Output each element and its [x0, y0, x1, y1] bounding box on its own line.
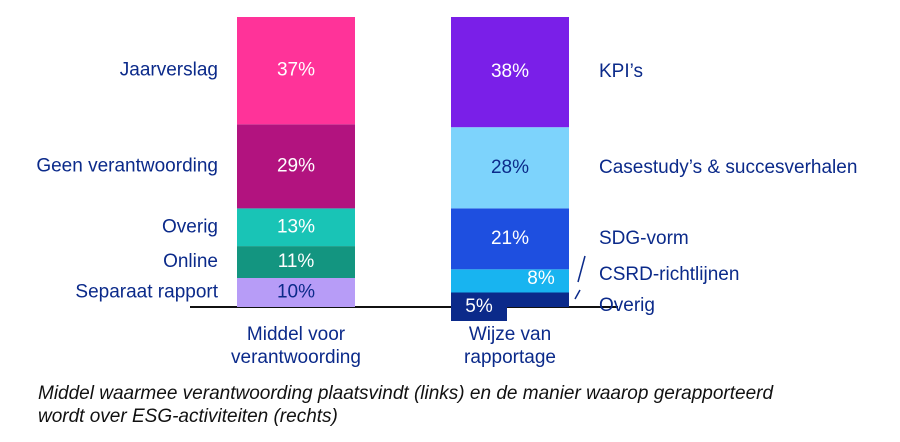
bar-segment-wijze-4	[451, 17, 569, 128]
legend-label: Overig	[599, 295, 655, 316]
leader-line-overig	[574, 289, 581, 300]
bar-segment-middel-3	[237, 124, 355, 209]
data-label: 29%	[277, 155, 315, 176]
bar-segment-middel-0	[237, 278, 355, 307]
data-label: 13%	[277, 216, 315, 237]
stacked-bar-chart: 10% 11% 13% 29% 37% Separaat rapport Online Ove…	[36, 17, 857, 368]
legend-label: SDG-vorm	[599, 228, 689, 249]
data-label: 21%	[491, 228, 529, 249]
legend-label: Casestudy’s & succesverhalen	[599, 157, 857, 178]
bar-segment-middel-1	[237, 246, 355, 278]
category-axis-label: Middel voor	[247, 324, 346, 345]
data-label: 10%	[277, 282, 315, 303]
bar-segment-wijze-3	[451, 127, 569, 209]
legend-label: Online	[163, 251, 218, 272]
data-label: 11%	[278, 251, 315, 272]
legend-label: CSRD-richtlijnen	[599, 264, 739, 285]
category-axis-label: verantwoording	[231, 347, 361, 368]
legend-label: Overig	[162, 216, 218, 237]
category-axis-label: Wijze van	[469, 324, 551, 345]
leader-line-csrd	[577, 255, 586, 283]
legend-label: Geen verantwoording	[36, 155, 218, 176]
bar-segment-middel-4	[237, 17, 355, 125]
legend-label: KPI’s	[599, 61, 643, 82]
category-axis-label: rapportage	[464, 347, 556, 368]
data-label: 8%	[527, 268, 555, 289]
data-label: 28%	[491, 157, 529, 178]
legend-label: Separaat rapport	[75, 282, 218, 303]
data-label: 5%	[465, 296, 493, 317]
bar-segment-label-box	[451, 293, 507, 321]
bar-segment-middel-2	[237, 208, 355, 247]
data-label: 38%	[491, 61, 529, 82]
data-label: 37%	[277, 60, 315, 81]
bar-segment-wijze-1	[451, 269, 569, 293]
chart-caption: Middel waarmee verantwoording plaatsvind…	[38, 383, 774, 427]
bar-segment-wijze-2	[451, 208, 569, 270]
legend-label: Jaarverslag	[120, 60, 218, 81]
